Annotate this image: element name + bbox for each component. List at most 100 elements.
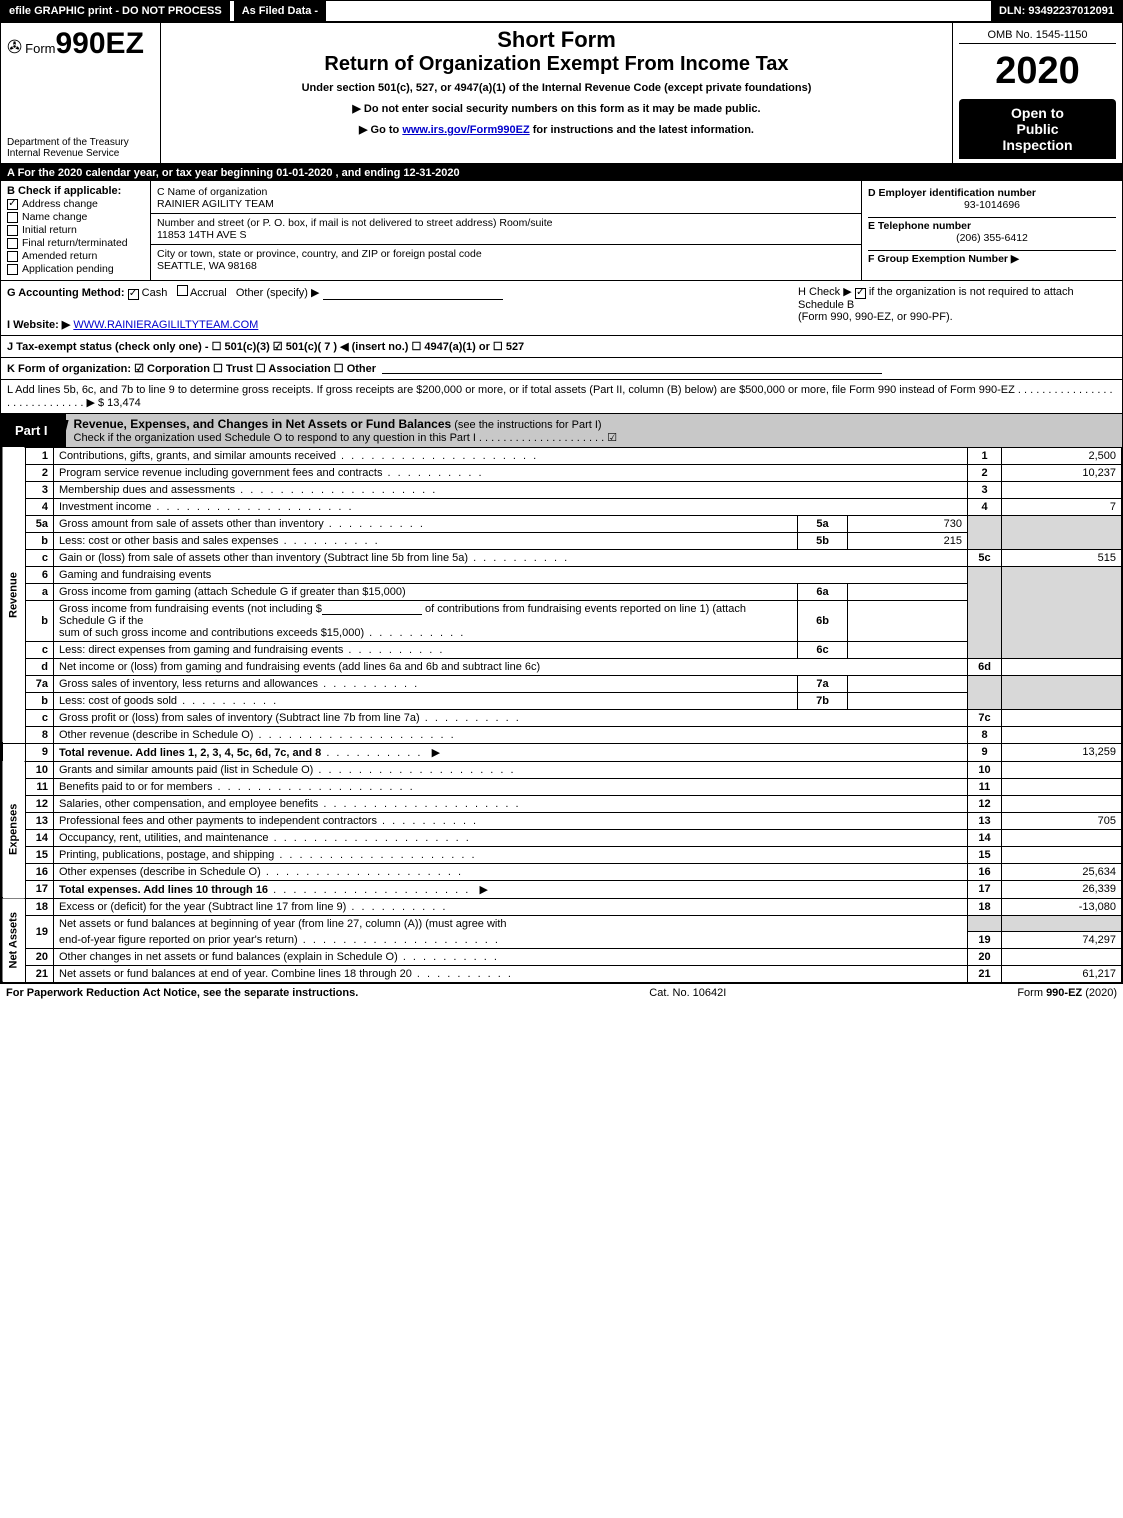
row-h: H Check ▶ ✓ if the organization is not r… [792,281,1122,335]
section-def: D Employer identification number 93-1014… [862,181,1122,280]
line-7c-num: c [26,709,54,726]
line-18-val: -13,080 [1002,898,1122,915]
return-title: Return of Organization Exempt From Incom… [167,53,946,76]
line-16-val: 25,634 [1002,863,1122,880]
line-11-val [1002,778,1122,795]
line-4-val: 7 [1002,498,1122,515]
line-1-val: 2,500 [1002,447,1122,464]
chk-application-pending[interactable]: Application pending [7,263,144,275]
line-7ab-shade-rn [968,675,1002,709]
line-6b-amount-input[interactable] [322,603,422,615]
line-21-num: 21 [26,966,54,983]
line-7ab-shade-val [1002,675,1122,709]
line-6c-minival [848,641,968,658]
line-19-desc-a: Net assets or fund balances at beginning… [54,915,968,932]
line-8-rn: 8 [968,726,1002,743]
form-header: ✇ Form990EZ Department of the Treasury I… [1,23,1122,165]
org-city: SEATTLE, WA 98168 [157,260,855,272]
line-16-rn: 16 [968,863,1002,880]
row-a-tax-year: A For the 2020 calendar year, or tax yea… [1,165,1122,181]
line-6b-mini: 6b [798,600,848,641]
line-4-rn: 4 [968,498,1002,515]
netassets-sidelabel: Net Assets [2,898,26,983]
ein-label: D Employer identification number [868,187,1116,199]
dln-banner: DLN: 93492237012091 [991,1,1122,21]
section-c: C Name of organization RAINIER AGILITY T… [151,183,861,214]
line-14-rn: 14 [968,829,1002,846]
line-20-rn: 20 [968,949,1002,966]
line-3-rn: 3 [968,481,1002,498]
line-2-val: 10,237 [1002,464,1122,481]
line-12-desc: Salaries, other compensation, and employ… [54,795,968,812]
line-17-desc: Total expenses. Add lines 10 through 16 … [54,880,968,898]
chk-initial-return[interactable]: Initial return [7,224,144,236]
line-19-rn: 19 [968,932,1002,949]
line-6a-desc: Gross income from gaming (attach Schedul… [54,583,798,600]
line-17-val: 26,339 [1002,880,1122,898]
line-6d-rn: 6d [968,658,1002,675]
line-7a-minival [848,675,968,692]
line-18-rn: 18 [968,898,1002,915]
line-4-num: 4 [26,498,54,515]
chk-accrual[interactable] [177,285,188,296]
line-6b-num: b [26,600,54,641]
line-21-rn: 21 [968,966,1002,983]
tax-year: 2020 [959,44,1116,99]
chk-final-return[interactable]: Final return/terminated [7,237,144,249]
line-13-desc: Professional fees and other payments to … [54,812,968,829]
asfiled-banner: As Filed Data - [234,1,326,21]
line-20-desc: Other changes in net assets or fund bala… [54,949,968,966]
line-7b-mini: 7b [798,692,848,709]
chk-schedule-b[interactable]: ✓ [855,288,866,299]
section-b-title: B Check if applicable: [7,185,144,197]
chk-address-change[interactable]: ✓Address change [7,198,144,210]
line-10-num: 10 [26,761,54,778]
irs-link[interactable]: www.irs.gov/Form990EZ [402,124,529,136]
chk-cash[interactable]: ✓ [128,289,139,300]
line-11-num: 11 [26,778,54,795]
line-8-desc: Other revenue (describe in Schedule O) [54,726,968,743]
line-2-desc: Program service revenue including govern… [54,464,968,481]
chk-amended-return[interactable]: Amended return [7,250,144,262]
org-info-block: B Check if applicable: ✓Address change N… [1,181,1122,281]
part-1-check-line: Check if the organization used Schedule … [74,432,618,444]
line-4-desc: Investment income [54,498,968,515]
line-15-rn: 15 [968,846,1002,863]
line-12-val [1002,795,1122,812]
other-specify-input[interactable] [323,288,503,300]
section-street: Number and street (or P. O. box, if mail… [151,214,861,245]
line-10-desc: Grants and similar amounts paid (list in… [54,761,968,778]
line-14-val [1002,829,1122,846]
line-16-desc: Other expenses (describe in Schedule O) [54,863,968,880]
org-name: RAINIER AGILITY TEAM [157,198,855,210]
form-org-other-input[interactable] [382,362,882,374]
line-7b-desc: Less: cost of goods sold [54,692,798,709]
line-1-rn: 1 [968,447,1002,464]
line-6d-num: d [26,658,54,675]
line-20-num: 20 [26,949,54,966]
ein-value: 93-1014696 [868,199,1116,211]
group-exemption-label: F Group Exemption Number ▶ [868,253,1116,265]
line-14-num: 14 [26,829,54,846]
line-19-num: 19 [26,915,54,949]
org-street: 11853 14TH AVE S [157,229,855,241]
chk-name-change[interactable]: Name change [7,211,144,223]
line-6c-num: c [26,641,54,658]
line-3-val [1002,481,1122,498]
line-3-num: 3 [26,481,54,498]
line-19-shade-rn [968,915,1002,932]
section-subtitle: Under section 501(c), 527, or 4947(a)(1)… [167,82,946,94]
efile-banner: efile GRAPHIC print - DO NOT PROCESS [1,1,230,21]
form-page: efile GRAPHIC print - DO NOT PROCESS As … [0,0,1123,984]
website-link[interactable]: WWW.RAINIERAGILILTYTEAM.COM [73,319,258,331]
line-6b-desc: Gross income from fundraising events (no… [54,600,798,641]
line-20-val [1002,949,1122,966]
revenue-sidelabel: Revenue [2,447,26,743]
line-5c-rn: 5c [968,549,1002,566]
line-14-desc: Occupancy, rent, utilities, and maintena… [54,829,968,846]
section-city: City or town, state or province, country… [151,245,861,275]
line-5a-minival: 730 [848,515,968,532]
line-9-desc: Total revenue. Add lines 1, 2, 3, 4, 5c,… [54,743,968,761]
line-7c-desc: Gross profit or (loss) from sales of inv… [54,709,968,726]
line-5a-num: 5a [26,515,54,532]
